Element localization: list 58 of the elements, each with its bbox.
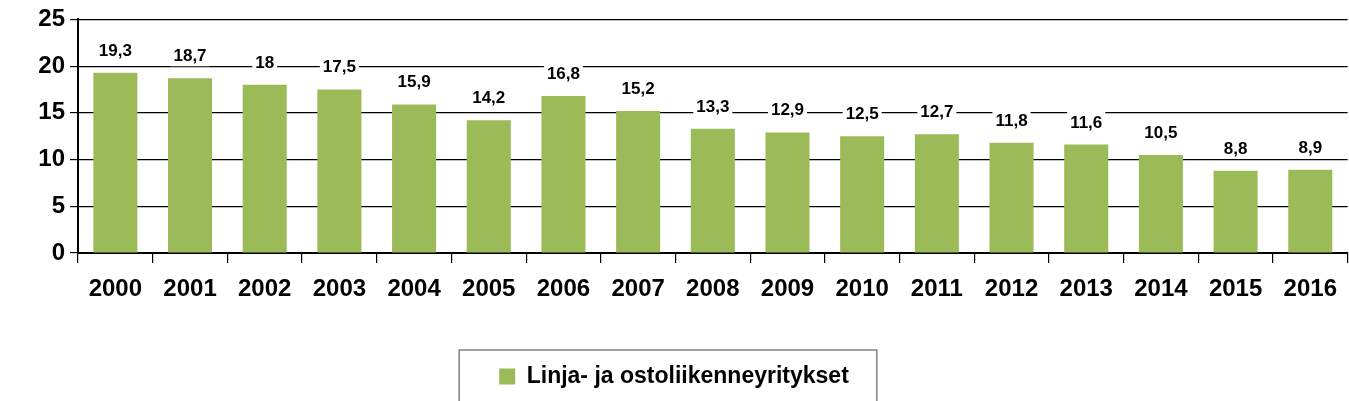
data-label: 14,2 bbox=[472, 88, 506, 108]
y-tick-label: 5 bbox=[51, 190, 65, 218]
bar bbox=[466, 120, 511, 253]
bar bbox=[541, 96, 586, 253]
bar bbox=[1288, 169, 1333, 253]
data-label: 12,5 bbox=[845, 104, 879, 124]
x-tick-label: 2002 bbox=[238, 274, 292, 302]
data-label: 8,8 bbox=[1223, 138, 1248, 158]
y-tick-label: 0 bbox=[51, 237, 65, 265]
legend-label: Linja- ja ostoliikenneyritykset bbox=[526, 361, 850, 388]
bar bbox=[1138, 154, 1183, 253]
x-tick-label: 2011 bbox=[910, 274, 963, 302]
bar bbox=[242, 84, 287, 253]
data-label: 10,5 bbox=[1144, 122, 1178, 142]
bar bbox=[914, 134, 959, 253]
data-label: 18 bbox=[255, 52, 275, 72]
x-tick-label: 2006 bbox=[536, 274, 591, 302]
x-tick-label: 2013 bbox=[1059, 274, 1113, 302]
bar bbox=[1213, 170, 1258, 253]
x-tick-label: 2012 bbox=[984, 274, 1039, 302]
x-tick-label: 2003 bbox=[312, 274, 367, 302]
bar bbox=[392, 104, 437, 253]
y-tick-label: 20 bbox=[38, 50, 65, 78]
data-label: 11,8 bbox=[995, 110, 1028, 130]
x-tick-label: 2009 bbox=[760, 274, 815, 302]
data-label: 8,9 bbox=[1298, 137, 1323, 157]
x-tick-label: 2010 bbox=[835, 274, 889, 302]
data-label: 15,9 bbox=[397, 72, 431, 92]
data-label: 17,5 bbox=[322, 57, 356, 77]
bar bbox=[93, 72, 138, 253]
x-tick-label: 2016 bbox=[1283, 274, 1337, 302]
bar bbox=[765, 132, 810, 253]
bar bbox=[317, 89, 362, 253]
data-label: 18,7 bbox=[173, 46, 207, 66]
bar bbox=[690, 128, 735, 253]
data-label: 15,2 bbox=[621, 78, 655, 98]
bar bbox=[989, 142, 1034, 253]
bar bbox=[840, 136, 885, 253]
data-label: 16,8 bbox=[546, 64, 580, 84]
x-tick-label: 2015 bbox=[1208, 274, 1263, 302]
x-tick-label: 2004 bbox=[387, 274, 442, 302]
y-tick-label: 10 bbox=[38, 144, 65, 172]
data-label: 12,9 bbox=[770, 100, 805, 120]
bar bbox=[167, 78, 213, 253]
x-tick-label: 2008 bbox=[686, 274, 740, 302]
x-tick-label: 2007 bbox=[611, 274, 665, 302]
x-tick-label: 2005 bbox=[462, 274, 516, 302]
y-tick-label: 15 bbox=[38, 97, 65, 125]
x-tick-label: 2014 bbox=[1134, 274, 1189, 302]
data-label: 13,3 bbox=[696, 96, 730, 116]
bar bbox=[616, 110, 661, 253]
x-tick-label: 2000 bbox=[88, 274, 143, 302]
y-tick-label: 25 bbox=[38, 4, 65, 32]
bar bbox=[1064, 144, 1109, 253]
data-label: 11,6 bbox=[1070, 112, 1103, 132]
data-label: 19,3 bbox=[98, 40, 132, 60]
data-label: 12,7 bbox=[920, 102, 954, 122]
x-tick-label: 2001 bbox=[163, 274, 217, 302]
